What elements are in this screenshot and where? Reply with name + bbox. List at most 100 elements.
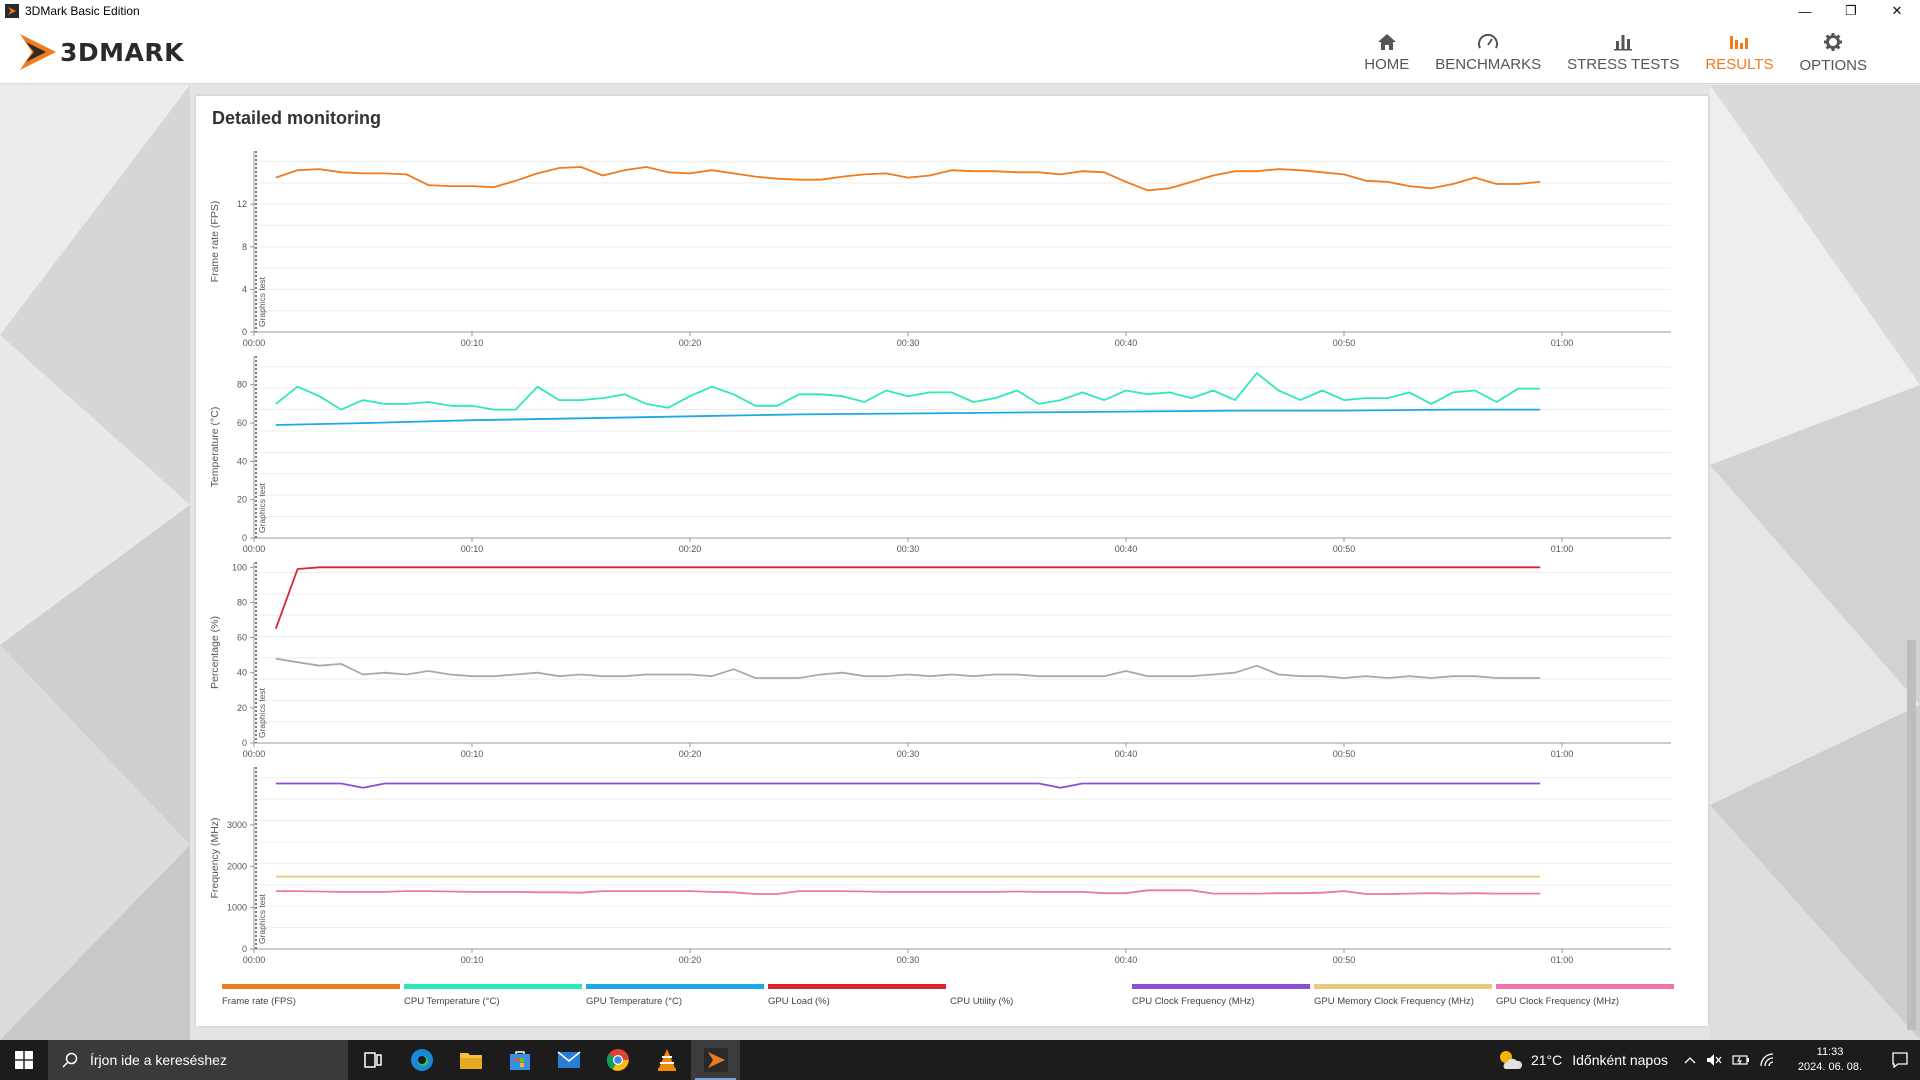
y-tick-label: 1000: [227, 903, 247, 913]
taskbar-file-explorer[interactable]: [446, 1040, 495, 1080]
y-tick-label: 100: [232, 562, 247, 572]
taskbar-chrome[interactable]: [593, 1040, 642, 1080]
task-view-button[interactable]: [348, 1040, 397, 1080]
y-tick-label: 12: [237, 199, 247, 209]
legend-label: GPU Memory Clock Frequency (MHz): [1314, 996, 1474, 1007]
close-button[interactable]: ✕: [1891, 3, 1903, 18]
y-tick-label: 4: [242, 284, 247, 294]
x-tick-label: 00:40: [1115, 338, 1138, 348]
y-tick-label: 3000: [227, 820, 247, 830]
start-button[interactable]: [0, 1040, 48, 1080]
nav-benchmarks[interactable]: BENCHMARKS: [1422, 22, 1554, 84]
chevron-up-icon[interactable]: [1684, 1056, 1696, 1064]
monitoring-charts: 0 4 8 12 00:00 00:10 00:20 00:30 00:40 00:50 01:00…: [209, 151, 1671, 965]
x-tick-label: 01:00: [1551, 749, 1574, 759]
edge-icon: [410, 1049, 433, 1071]
3dmark-app-icon: [5, 4, 19, 18]
legend-label: GPU Temperature (°C): [586, 996, 683, 1007]
nav-benchmarks-label: BENCHMARKS: [1435, 56, 1542, 73]
legend-item[interactable]: GPU Load (%): [768, 984, 950, 1007]
y-axis-label: Frame rate (FPS): [209, 201, 221, 283]
nav-stress-tests[interactable]: STRESS TESTS: [1554, 22, 1692, 84]
taskbar-3dmark[interactable]: [691, 1040, 740, 1080]
series-line: [275, 782, 1541, 789]
legend-item[interactable]: CPU Utility (%): [950, 984, 1132, 1007]
window-title: 3DMark Basic Edition: [25, 4, 140, 18]
restore-button[interactable]: ❐: [1845, 3, 1857, 18]
notification-center-button[interactable]: [1880, 1052, 1920, 1068]
3dmark-logo[interactable]: 3DMARK: [18, 30, 184, 74]
scrollbar-thumb[interactable]: [1907, 640, 1916, 1030]
x-tick-label: 00:50: [1333, 749, 1356, 759]
vertical-scrollbar[interactable]: [1903, 85, 1920, 1040]
nav-results-label: RESULTS: [1705, 56, 1774, 73]
x-tick-label: 00:30: [897, 749, 920, 759]
y-tick-label: 60: [237, 633, 247, 643]
nav-results[interactable]: RESULTS: [1692, 22, 1786, 84]
legend-item[interactable]: CPU Clock Frequency (MHz): [1132, 984, 1314, 1007]
weather-temperature: 21°C: [1530, 1052, 1563, 1068]
taskbar-store[interactable]: [495, 1040, 544, 1080]
logo-text: 3DMARK: [60, 37, 184, 67]
legend-item[interactable]: CPU Temperature (°C): [404, 984, 586, 1007]
x-tick-label: 00:30: [897, 955, 920, 965]
search-icon: [62, 1052, 78, 1068]
tray-icons: [1684, 1053, 1776, 1067]
window-titlebar: 3DMark Basic Edition — ❐ ✕: [0, 0, 1920, 22]
weather-widget[interactable]: 21°C Időnként napos: [1497, 1049, 1668, 1071]
nav-options[interactable]: OPTIONS: [1786, 22, 1880, 84]
weather-description: Időnként napos: [1572, 1052, 1668, 1068]
legend-item[interactable]: GPU Memory Clock Frequency (MHz): [1314, 984, 1496, 1007]
legend-swatch: [1314, 984, 1492, 989]
mail-icon: [557, 1051, 580, 1068]
x-tick-label: 00:40: [1115, 749, 1138, 759]
battery-charging-icon[interactable]: [1732, 1054, 1750, 1066]
y-tick-label: 80: [237, 597, 247, 607]
chart-legend: Frame rate (FPS) CPU Temperature (°C) GPU …: [222, 984, 1702, 1007]
legend-item[interactable]: Frame rate (FPS): [222, 984, 404, 1007]
section-label: Graphics test: [257, 482, 267, 533]
section-label: Graphics test: [257, 276, 267, 327]
speedometer-icon: [1478, 33, 1499, 49]
legend-item[interactable]: GPU Clock Frequency (MHz): [1496, 984, 1678, 1007]
taskbar-vlc[interactable]: [642, 1040, 691, 1080]
legend-swatch: [222, 984, 400, 989]
x-tick-label: 00:00: [243, 749, 266, 759]
legend-swatch: [586, 984, 764, 989]
legend-swatch: [1132, 984, 1310, 989]
x-tick-label: 01:00: [1551, 955, 1574, 965]
y-tick-label: 0: [242, 533, 247, 543]
taskbar-clock[interactable]: 11:33 2024. 06. 08.: [1790, 1045, 1870, 1075]
wifi-icon[interactable]: [1760, 1053, 1776, 1067]
task-view-icon: [363, 1052, 382, 1068]
taskbar-edge[interactable]: [397, 1040, 446, 1080]
legend-label: CPU Clock Frequency (MHz): [1132, 996, 1255, 1007]
window-controls: — ❐ ✕: [1782, 0, 1920, 22]
x-tick-label: 00:40: [1115, 955, 1138, 965]
y-tick-label: 60: [237, 418, 247, 428]
x-tick-label: 00:20: [679, 338, 702, 348]
x-tick-label: 00:10: [461, 955, 484, 965]
legend-swatch: [1496, 984, 1674, 989]
panel-title: Detailed monitoring: [212, 108, 382, 128]
x-tick-label: 00:40: [1115, 544, 1138, 554]
nav-stress-tests-label: STRESS TESTS: [1567, 56, 1680, 73]
x-tick-label: 00:50: [1333, 955, 1356, 965]
nav-home[interactable]: HOME: [1351, 22, 1422, 84]
logo-mark-icon: [20, 34, 56, 70]
y-tick-label: 80: [237, 380, 247, 390]
taskbar-mail[interactable]: [544, 1040, 593, 1080]
x-tick-label: 00:20: [679, 749, 702, 759]
series-line: [275, 372, 1541, 411]
series-line: [275, 408, 1541, 426]
file-explorer-icon: [459, 1053, 482, 1069]
minimize-button[interactable]: —: [1798, 3, 1812, 19]
windows-logo-icon: [15, 1051, 33, 1069]
taskbar-search-box[interactable]: Írjon ide a kereséshez: [48, 1040, 348, 1080]
legend-item[interactable]: GPU Temperature (°C): [586, 984, 768, 1007]
speaker-muted-icon[interactable]: [1706, 1053, 1722, 1067]
x-tick-label: 01:00: [1551, 338, 1574, 348]
x-tick-label: 00:20: [679, 955, 702, 965]
y-tick-label: 8: [242, 242, 247, 252]
x-tick-label: 00:30: [897, 338, 920, 348]
